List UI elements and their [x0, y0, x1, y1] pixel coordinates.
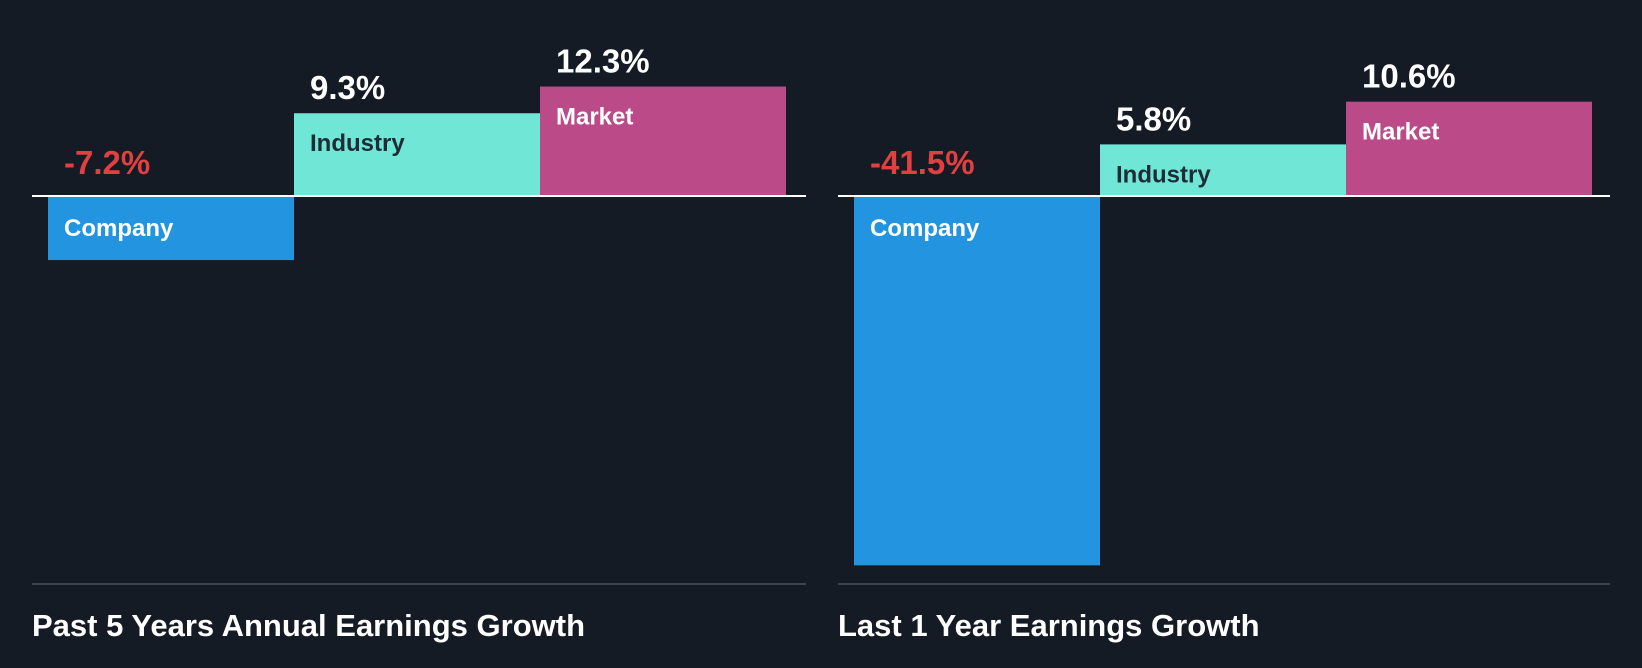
bar-company — [48, 196, 294, 261]
labels: Company -41.5% Industry 5.8% Market 10.6% — [870, 58, 1456, 242]
bars — [48, 86, 786, 261]
category-label-market: Market — [556, 104, 633, 131]
bar-market — [540, 86, 786, 196]
labels: Company -7.2% Industry 9.3% Market 12.3% — [64, 43, 650, 242]
category-label-industry: Industry — [310, 130, 405, 157]
category-label-market: Market — [1362, 119, 1439, 146]
value-label-market: 12.3% — [556, 43, 650, 80]
bar-industry — [1100, 144, 1346, 196]
bar-industry — [294, 113, 540, 196]
chart-panel-2: Company -41.5% Industry 5.8% Market 10.6% Last… — [838, 58, 1610, 643]
value-label-company: -7.2% — [64, 144, 150, 181]
chart-title: Past 5 Years Annual Earnings Growth — [32, 608, 585, 643]
bar-company — [854, 196, 1100, 566]
chart-title: Last 1 Year Earnings Growth — [838, 608, 1260, 643]
category-label-company: Company — [870, 215, 980, 242]
category-label-company: Company — [64, 215, 174, 242]
value-label-industry: 9.3% — [310, 69, 385, 106]
chart-panel-1: Company -7.2% Industry 9.3% Market 12.3% Past … — [32, 43, 806, 643]
bars — [854, 101, 1592, 566]
value-label-market: 10.6% — [1362, 58, 1456, 95]
category-label-industry: Industry — [1116, 161, 1211, 188]
value-label-industry: 5.8% — [1116, 100, 1191, 137]
bar-market — [1346, 101, 1592, 196]
value-label-company: -41.5% — [870, 144, 975, 181]
